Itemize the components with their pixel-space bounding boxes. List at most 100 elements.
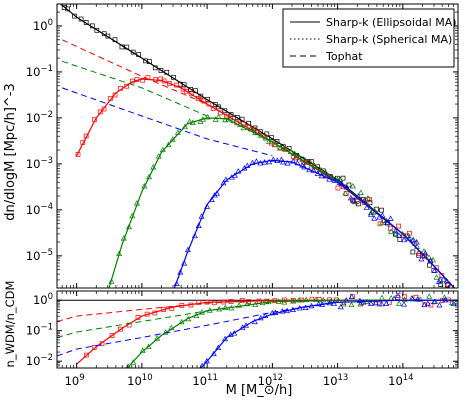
data-point [377, 221, 383, 227]
data-point [222, 108, 228, 114]
data-point [101, 106, 107, 112]
data-point [379, 294, 386, 301]
legend: Sharp-k (Ellipsoidal MA) Sharp-k (Spheric… [282, 8, 457, 68]
y-tick-label: 10−2 [26, 110, 53, 125]
data-point [274, 139, 280, 144]
data-point [416, 252, 421, 258]
data-point [65, 6, 71, 12]
data-point [357, 189, 364, 195]
y-tick-label: 10−5 [26, 248, 53, 263]
data-point [167, 81, 172, 86]
y-tick-label: 10−3 [26, 156, 53, 171]
data-point [439, 273, 445, 278]
data-point [401, 236, 408, 243]
data-point [427, 262, 432, 268]
data-point [379, 207, 384, 213]
sharp-k-ellipsoidal-line [76, 299, 458, 365]
data-point [83, 352, 89, 358]
data-point [109, 333, 115, 338]
data-point [367, 197, 372, 202]
data-point [230, 117, 237, 124]
data-point [378, 300, 385, 307]
legend-label: Tophat [325, 50, 363, 63]
data-point [352, 198, 359, 205]
sharp-k-ellipsoidal-line [173, 159, 456, 288]
data-point [323, 173, 330, 179]
data-point [210, 350, 217, 357]
data-point [302, 157, 309, 163]
data-point [234, 114, 240, 120]
sharp-k-ellipsoidal-line [200, 299, 458, 368]
data-point [269, 309, 276, 316]
data-point [188, 87, 194, 92]
data-point [108, 278, 115, 284]
data-point [437, 276, 444, 282]
data-point [211, 192, 218, 198]
sharp-k-ellipsoidal-line [126, 299, 458, 368]
tophat-line [57, 299, 273, 322]
data-point [262, 312, 269, 319]
data-point [450, 300, 457, 307]
data-point [392, 227, 399, 234]
y-tick-label: 100 [33, 18, 53, 33]
data-point [212, 116, 219, 122]
data-point [181, 123, 188, 130]
data-point [303, 296, 310, 303]
data-point [413, 239, 420, 245]
data-point [195, 95, 201, 101]
data-point [426, 293, 433, 299]
data-point [364, 195, 371, 201]
data-point [165, 141, 172, 148]
data-point [426, 254, 433, 260]
data-point [396, 223, 401, 229]
data-point [320, 296, 327, 303]
data-point [342, 190, 349, 196]
tophat-line [62, 60, 208, 117]
data-point [117, 326, 123, 332]
x-tick-label: 109 [65, 373, 85, 388]
legend-box [282, 8, 455, 68]
data-point [310, 167, 317, 173]
data-point [177, 269, 184, 275]
data-point [281, 299, 288, 305]
data-point [395, 292, 402, 298]
y-tick-label: 100 [33, 292, 53, 307]
data-point [436, 301, 443, 308]
data-point [61, 5, 67, 10]
data-point [429, 256, 436, 263]
data-point [216, 104, 221, 110]
data-point [183, 88, 189, 94]
data-point [372, 299, 379, 306]
data-point [367, 200, 373, 206]
data-point [284, 160, 291, 166]
data-point [383, 300, 390, 306]
data-point [204, 114, 211, 120]
top-y-axis-label: dn/dlogM [Mpc/h]^-3 [3, 83, 18, 221]
data-point [401, 296, 408, 302]
data-point [367, 211, 374, 217]
data-point [270, 156, 277, 162]
x-axis-label: M [M_⊙/h] [226, 383, 293, 398]
data-point [395, 232, 402, 238]
data-point [343, 191, 349, 197]
data-point [363, 204, 370, 210]
data-point [418, 255, 425, 262]
data-point [387, 215, 394, 221]
data-point [126, 223, 133, 230]
data-point [440, 276, 447, 282]
data-point [399, 230, 406, 237]
data-point [158, 68, 164, 73]
tophat-line [61, 39, 208, 105]
plot-frame [56, 3, 459, 289]
data-point [410, 236, 417, 243]
y-tick-label: 10−4 [26, 202, 53, 217]
data-point [421, 301, 428, 308]
data-point [433, 274, 440, 280]
data-point [371, 215, 378, 221]
data-point [112, 92, 118, 98]
data-point [402, 294, 407, 300]
data-point [337, 303, 344, 310]
data-point [315, 300, 322, 307]
mass-function-panel: 100 10−1 10−2 10−3 10−4 10−5 [26, 3, 459, 289]
